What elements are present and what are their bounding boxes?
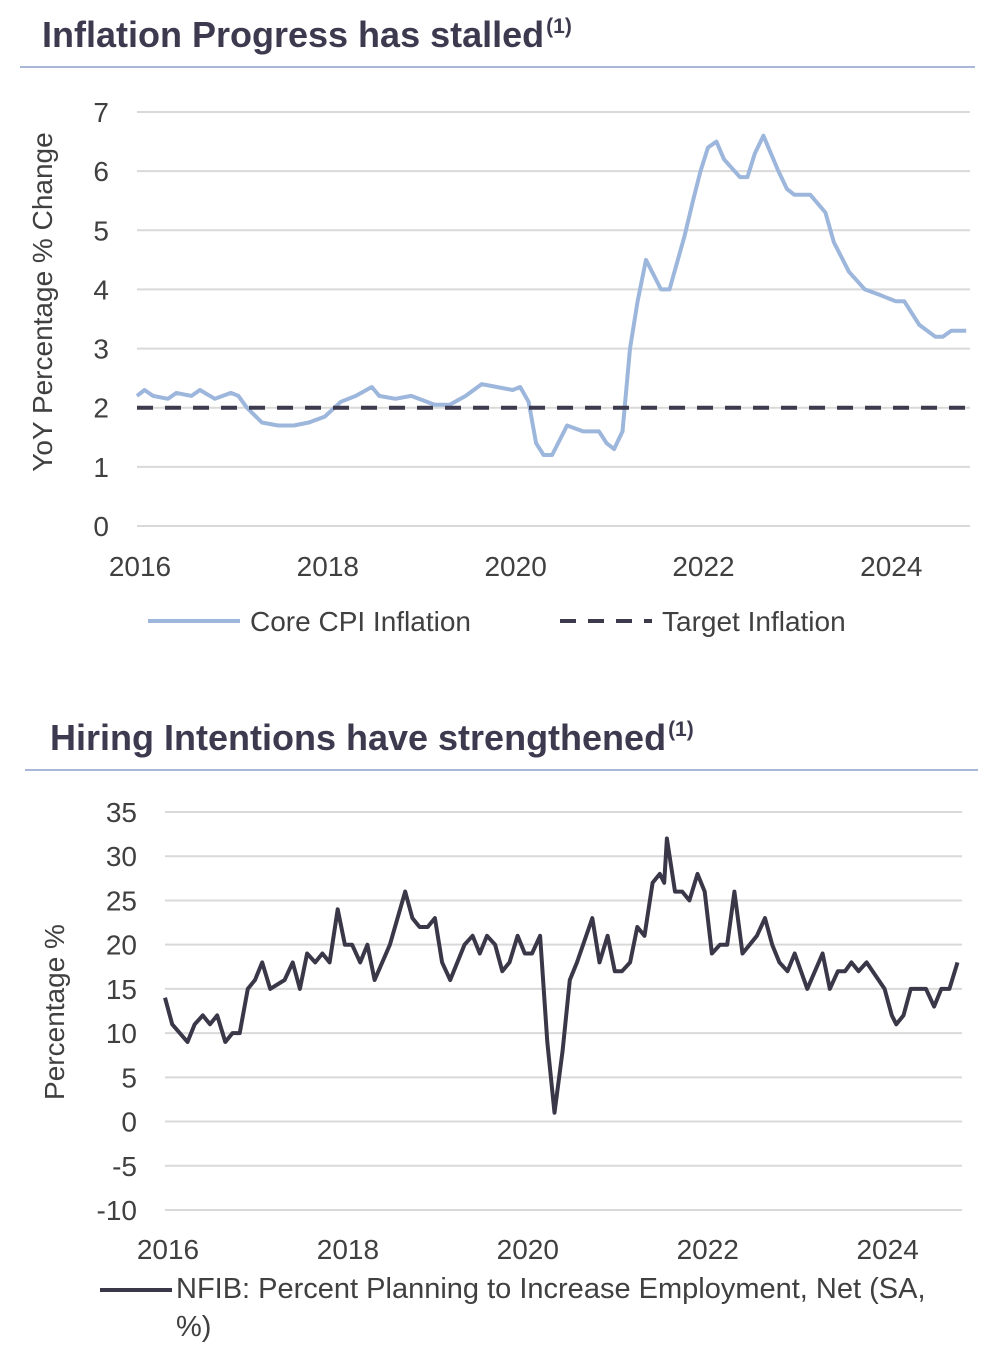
y-tick-label: 7 xyxy=(93,97,109,128)
chart-title: Inflation Progress has stalled xyxy=(42,14,544,55)
y-tick-label: 30 xyxy=(106,841,137,872)
y-axis-label: Percentage % xyxy=(39,924,70,1100)
y-tick-label: 15 xyxy=(106,974,137,1005)
x-tick-label: 2020 xyxy=(484,551,546,582)
y-tick-label: -10 xyxy=(97,1195,137,1226)
legend-label: Core CPI Inflation xyxy=(250,606,471,637)
x-tick-label: 2018 xyxy=(317,1234,379,1265)
x-tick-label: 2024 xyxy=(856,1234,918,1265)
y-tick-label: 0 xyxy=(93,511,109,542)
x-tick-label: 2016 xyxy=(137,1234,199,1265)
y-tick-label: 20 xyxy=(106,930,137,961)
y-tick-label: 0 xyxy=(121,1107,137,1138)
legend-label: Target Inflation xyxy=(662,606,846,637)
x-tick-label: 2018 xyxy=(297,551,359,582)
y-tick-label: 6 xyxy=(93,156,109,187)
x-tick-label: 2020 xyxy=(497,1234,559,1265)
y-axis-label: YoY Percentage % Change xyxy=(27,132,58,471)
data-line xyxy=(135,133,967,457)
y-tick-label: 10 xyxy=(106,1018,137,1049)
y-tick-label: 1 xyxy=(93,452,109,483)
chart-title: Hiring Intentions have strengthened xyxy=(50,717,666,758)
y-tick-label: 35 xyxy=(106,797,137,828)
x-tick-label: 2016 xyxy=(109,551,171,582)
x-tick-label: 2024 xyxy=(860,551,922,582)
y-tick-label: 5 xyxy=(121,1062,137,1093)
y-tick-label: 5 xyxy=(93,215,109,246)
y-tick-label: 4 xyxy=(93,274,109,305)
x-tick-label: 2022 xyxy=(672,551,734,582)
title-superscript: (1) xyxy=(546,15,572,38)
data-line xyxy=(163,836,960,1115)
legend-label: NFIB: Percent Planning to Increase Emplo… xyxy=(176,1273,926,1343)
y-tick-label: 2 xyxy=(93,393,109,424)
y-tick-label: 25 xyxy=(106,885,137,916)
title-superscript: (1) xyxy=(668,718,694,741)
x-tick-label: 2022 xyxy=(677,1234,739,1265)
y-tick-label: 3 xyxy=(93,334,109,365)
y-tick-label: -5 xyxy=(112,1151,137,1182)
